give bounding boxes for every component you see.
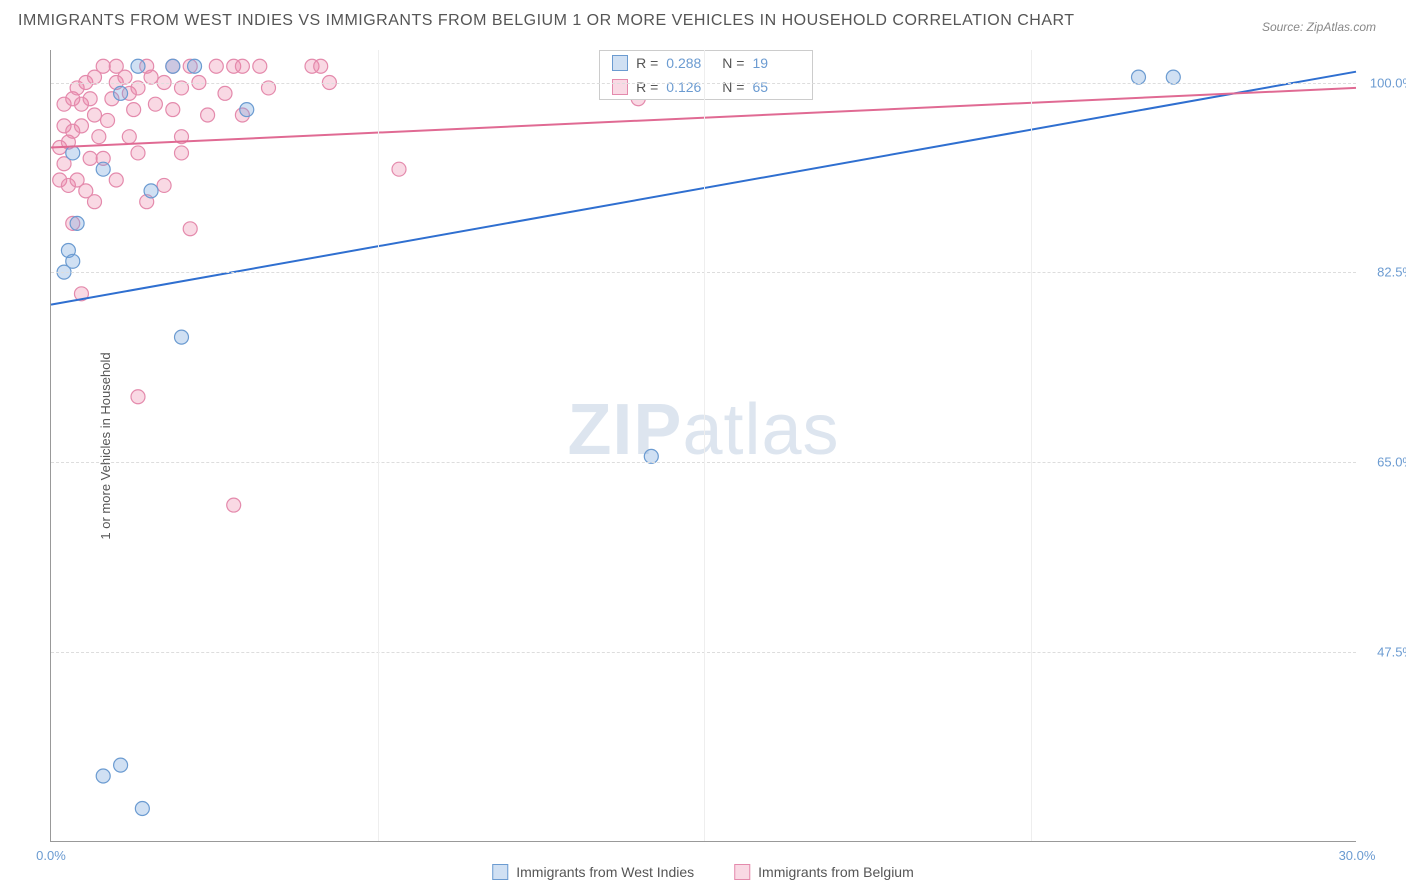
scatter-point xyxy=(157,178,171,192)
stats-r-label: R = xyxy=(636,55,658,71)
scatter-point xyxy=(70,216,84,230)
stats-n-value: 65 xyxy=(752,79,800,95)
y-tick-label: 82.5% xyxy=(1377,265,1406,280)
scatter-point xyxy=(109,173,123,187)
scatter-point xyxy=(227,498,241,512)
scatter-point xyxy=(235,59,249,73)
scatter-point xyxy=(74,119,88,133)
scatter-point xyxy=(96,59,110,73)
vgridline xyxy=(378,50,379,841)
y-tick-label: 65.0% xyxy=(1377,455,1406,470)
scatter-point xyxy=(131,146,145,160)
x-tick-label: 30.0% xyxy=(1339,848,1376,863)
stats-row: R = 0.126 N = 65 xyxy=(600,75,812,99)
scatter-point xyxy=(83,92,97,106)
scatter-point xyxy=(392,162,406,176)
scatter-point xyxy=(92,130,106,144)
scatter-point xyxy=(218,86,232,100)
scatter-point xyxy=(175,146,189,160)
y-tick-label: 100.0% xyxy=(1370,75,1406,90)
stats-row: R = 0.288 N = 19 xyxy=(600,51,812,75)
scatter-point xyxy=(101,113,115,127)
chart-plot-area: ZIPatlas R =0.288N =19R =0.126N =65 47.5… xyxy=(50,50,1356,842)
scatter-point xyxy=(148,97,162,111)
scatter-point xyxy=(83,151,97,165)
legend-swatch xyxy=(734,864,750,880)
bottom-legend: Immigrants from West Indies Immigrants fr… xyxy=(492,864,914,880)
scatter-point xyxy=(201,108,215,122)
vgridline xyxy=(704,50,705,841)
stats-n-label: N = xyxy=(722,79,744,95)
source-attribution: Source: ZipAtlas.com xyxy=(1262,20,1376,34)
scatter-point xyxy=(114,758,128,772)
scatter-point xyxy=(183,222,197,236)
stats-n-label: N = xyxy=(722,55,744,71)
scatter-point xyxy=(644,449,658,463)
scatter-point xyxy=(122,130,136,144)
scatter-point xyxy=(166,103,180,117)
legend-item: Immigrants from West Indies xyxy=(492,864,694,880)
stats-r-value: 0.288 xyxy=(666,55,714,71)
scatter-point xyxy=(131,59,145,73)
scatter-point xyxy=(131,390,145,404)
x-tick-label: 0.0% xyxy=(36,848,66,863)
scatter-point xyxy=(135,802,149,816)
scatter-point xyxy=(188,59,202,73)
y-tick-label: 47.5% xyxy=(1377,645,1406,660)
scatter-point xyxy=(96,769,110,783)
chart-title: IMMIGRANTS FROM WEST INDIES VS IMMIGRANT… xyxy=(18,12,1075,30)
scatter-point xyxy=(166,59,180,73)
stats-r-label: R = xyxy=(636,79,658,95)
scatter-point xyxy=(314,59,328,73)
legend-swatch xyxy=(612,55,628,71)
scatter-point xyxy=(66,146,80,160)
legend-label: Immigrants from West Indies xyxy=(516,864,694,880)
scatter-point xyxy=(114,86,128,100)
stats-r-value: 0.126 xyxy=(666,79,714,95)
scatter-point xyxy=(253,59,267,73)
legend-swatch xyxy=(612,79,628,95)
scatter-point xyxy=(88,108,102,122)
scatter-point xyxy=(175,330,189,344)
vgridline xyxy=(1031,50,1032,841)
scatter-point xyxy=(240,103,254,117)
scatter-point xyxy=(88,195,102,209)
scatter-point xyxy=(96,162,110,176)
legend-swatch xyxy=(492,864,508,880)
scatter-point xyxy=(144,184,158,198)
legend-label: Immigrants from Belgium xyxy=(758,864,914,880)
stats-legend-box: R = 0.288 N = 19 R = 0.126 N = 65 xyxy=(599,50,813,100)
legend-item: Immigrants from Belgium xyxy=(734,864,914,880)
scatter-point xyxy=(127,103,141,117)
scatter-point xyxy=(209,59,223,73)
stats-n-value: 19 xyxy=(752,55,800,71)
